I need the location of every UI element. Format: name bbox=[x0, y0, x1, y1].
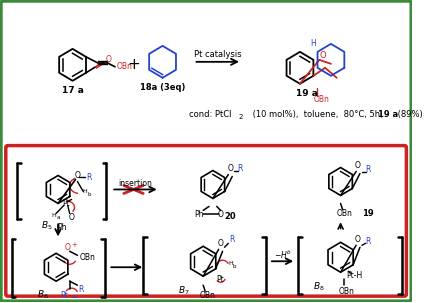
Text: R: R bbox=[230, 235, 235, 244]
Text: Pt: Pt bbox=[62, 199, 70, 208]
Text: Pt: Pt bbox=[60, 291, 68, 300]
Text: OBn: OBn bbox=[79, 253, 95, 262]
Text: O: O bbox=[218, 210, 224, 219]
Text: (89%): (89%) bbox=[395, 110, 423, 119]
Text: OBn: OBn bbox=[199, 291, 215, 300]
Text: $B_6$: $B_6$ bbox=[37, 289, 49, 301]
Text: O: O bbox=[69, 213, 75, 222]
Text: 20: 20 bbox=[225, 212, 236, 221]
Text: cond: PtCl: cond: PtCl bbox=[189, 110, 231, 119]
Text: −: − bbox=[70, 293, 77, 302]
Text: Pt catalysis: Pt catalysis bbox=[194, 50, 242, 59]
Text: OBn: OBn bbox=[313, 95, 329, 104]
Text: Pt: Pt bbox=[217, 275, 225, 284]
Text: O: O bbox=[320, 51, 326, 60]
Text: 19: 19 bbox=[362, 209, 374, 218]
Text: b: b bbox=[87, 192, 91, 197]
Text: O: O bbox=[75, 171, 81, 180]
Text: O: O bbox=[65, 243, 71, 252]
Text: OBn: OBn bbox=[337, 209, 352, 218]
Text: b: b bbox=[233, 264, 236, 269]
Text: OBn: OBn bbox=[117, 62, 132, 71]
Text: O: O bbox=[355, 161, 361, 170]
Text: $-H^b$: $-H^b$ bbox=[273, 249, 291, 261]
Text: R: R bbox=[365, 165, 370, 174]
Text: $B_5$: $B_5$ bbox=[40, 219, 52, 231]
Text: 19 a: 19 a bbox=[378, 110, 398, 119]
Text: H: H bbox=[52, 213, 57, 218]
FancyBboxPatch shape bbox=[6, 145, 406, 296]
Text: H: H bbox=[83, 189, 87, 194]
Text: H: H bbox=[311, 39, 317, 48]
Text: 2: 2 bbox=[239, 114, 243, 120]
Text: 19 a: 19 a bbox=[296, 89, 318, 98]
Text: 18a (3eq): 18a (3eq) bbox=[140, 83, 185, 92]
Text: R: R bbox=[237, 164, 243, 173]
Text: O: O bbox=[227, 164, 233, 173]
Text: O: O bbox=[355, 235, 361, 244]
Text: $B_8$: $B_8$ bbox=[314, 281, 325, 293]
FancyBboxPatch shape bbox=[1, 1, 411, 301]
Text: +: + bbox=[127, 57, 140, 72]
Text: +: + bbox=[72, 242, 78, 248]
Text: R: R bbox=[86, 173, 92, 182]
Text: R: R bbox=[365, 237, 370, 246]
Text: O: O bbox=[105, 55, 111, 64]
Text: a: a bbox=[56, 215, 60, 220]
Text: Pt-H: Pt-H bbox=[346, 271, 362, 280]
Text: insertion: insertion bbox=[118, 179, 153, 188]
Text: R: R bbox=[78, 285, 84, 294]
Text: Ph: Ph bbox=[195, 210, 204, 219]
Text: (10 mol%),  toluene,  80°C, 5h,: (10 mol%), toluene, 80°C, 5h, bbox=[250, 110, 388, 119]
Text: O: O bbox=[218, 239, 224, 248]
Text: OBn: OBn bbox=[339, 287, 354, 296]
Text: $B_7$: $B_7$ bbox=[178, 285, 190, 298]
Text: H: H bbox=[228, 261, 233, 266]
Text: 17 a: 17 a bbox=[62, 86, 83, 95]
Text: Ph: Ph bbox=[57, 223, 67, 232]
